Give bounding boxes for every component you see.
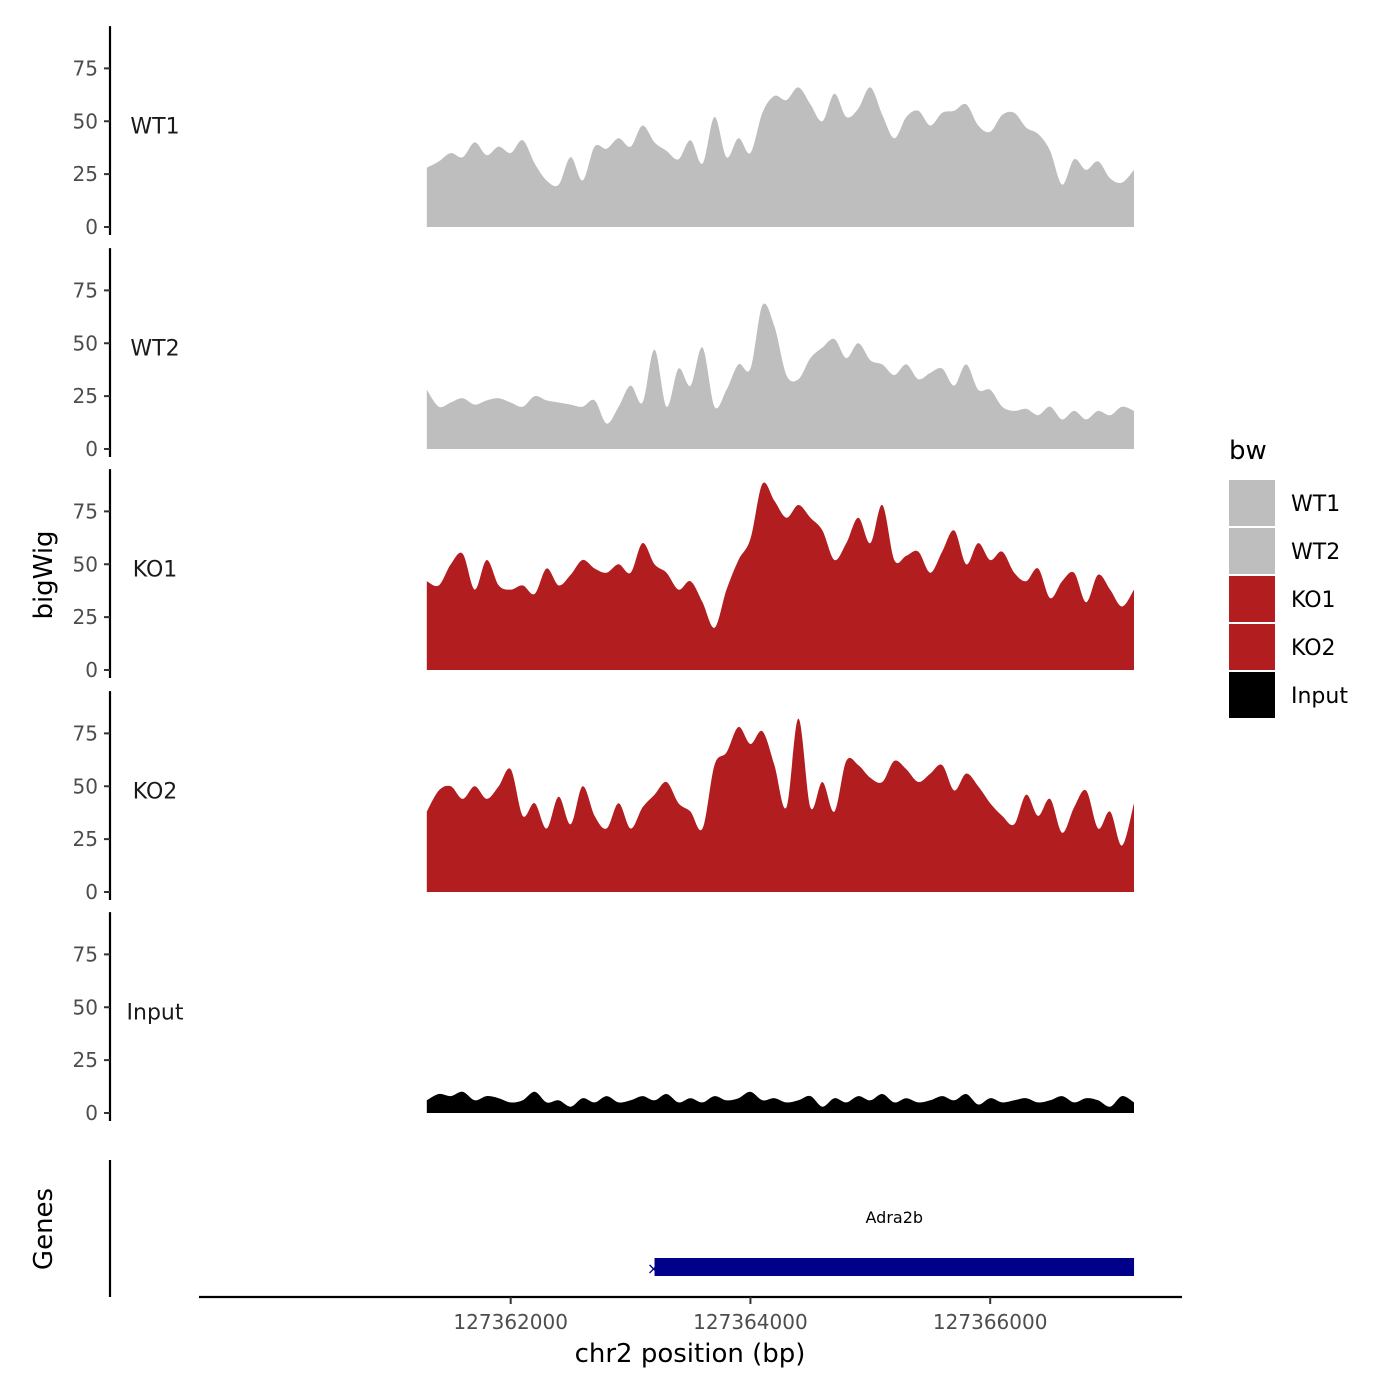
area-ko1 <box>426 482 1134 670</box>
y-tick-label-input-75: 75 <box>73 942 98 966</box>
legend-key-ko1 <box>1229 576 1275 622</box>
legend-key-wt1 <box>1229 480 1275 526</box>
legend-label-wt2: WT2 <box>1291 540 1340 565</box>
y-tick-label-wt2-75: 75 <box>73 278 98 302</box>
legend-label-wt1: WT1 <box>1291 492 1340 517</box>
track-label-input: Input <box>127 1000 184 1025</box>
y-axis-title-genes: Genes <box>29 1188 59 1270</box>
track-label-wt2: WT2 <box>130 336 179 361</box>
legend-label-ko2: KO2 <box>1291 636 1336 661</box>
y-tick-label-wt1-0: 0 <box>85 215 98 239</box>
gene-strand-marker: × <box>647 1259 660 1278</box>
tracks-layer: 0 25 50 75 WT1 0 25 50 75 WT2 0 25 50 75 KO1 0 25 50 75 KO2… <box>73 26 1134 1125</box>
y-tick-label-ko2-25: 25 <box>73 827 98 851</box>
x-tick-label-127362000: 127362000 <box>453 1310 568 1334</box>
y-tick-label-ko1-50: 50 <box>73 552 98 576</box>
track-wt1: 0 25 50 75 WT1 <box>73 26 1134 239</box>
track-ko1: 0 25 50 75 KO1 <box>73 469 1134 682</box>
area-input <box>426 1091 1134 1113</box>
y-tick-label-wt1-75: 75 <box>73 56 98 80</box>
track-ko2: 0 25 50 75 KO2 <box>73 691 1134 904</box>
y-tick-label-wt1-25: 25 <box>73 162 98 186</box>
area-ko2 <box>426 718 1134 892</box>
track-label-ko2: KO2 <box>133 779 178 804</box>
y-tick-label-wt2-25: 25 <box>73 384 98 408</box>
y-tick-label-ko1-75: 75 <box>73 499 98 523</box>
track-label-ko1: KO1 <box>133 557 178 582</box>
y-tick-label-input-25: 25 <box>73 1048 98 1072</box>
x-tick-label-127364000: 127364000 <box>693 1310 808 1334</box>
y-tick-label-ko2-75: 75 <box>73 721 98 745</box>
x-tick-label-127366000: 127366000 <box>933 1310 1048 1334</box>
y-tick-label-wt2-50: 50 <box>73 331 98 355</box>
gene-body-adra2b <box>654 1258 1135 1276</box>
legend-key-wt2 <box>1229 528 1275 574</box>
legend-label-ko1: KO1 <box>1291 588 1336 613</box>
x-axis: 127362000 127364000 127366000 <box>199 1295 1182 1334</box>
y-tick-label-input-50: 50 <box>73 995 98 1019</box>
y-axis-title-bigwig: bigWig <box>29 530 59 619</box>
track-wt2: 0 25 50 75 WT2 <box>73 248 1134 461</box>
x-axis-title: chr2 position (bp) <box>575 1339 806 1369</box>
y-tick-label-ko2-50: 50 <box>73 774 98 798</box>
legend-title: bw <box>1229 436 1267 466</box>
y-tick-label-ko1-25: 25 <box>73 605 98 629</box>
legend: WT1 WT2 KO1 KO2 Input <box>1229 480 1348 718</box>
legend-key-ko2 <box>1229 624 1275 670</box>
area-wt2 <box>426 303 1134 449</box>
legend-label-input: Input <box>1291 684 1348 709</box>
y-tick-label-ko2-0: 0 <box>85 880 98 904</box>
gene-label-adra2b: Adra2b <box>866 1208 924 1227</box>
legend-key-input <box>1229 672 1275 718</box>
track-input: 0 25 50 75 Input <box>73 912 1134 1125</box>
gene-track: × Adra2b <box>108 1160 1135 1297</box>
track-label-wt1: WT1 <box>130 114 179 139</box>
y-tick-label-wt2-0: 0 <box>85 437 98 461</box>
y-tick-label-input-0: 0 <box>85 1101 98 1125</box>
area-wt1 <box>426 87 1134 227</box>
y-tick-label-ko1-0: 0 <box>85 658 98 682</box>
y-tick-label-wt1-50: 50 <box>73 109 98 133</box>
